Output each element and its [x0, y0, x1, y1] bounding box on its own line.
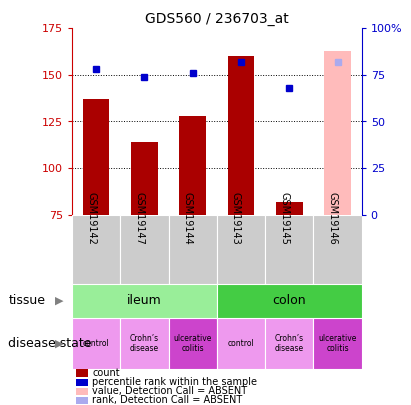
Bar	[72, 284, 217, 318]
Text: GSM19144: GSM19144	[182, 192, 193, 245]
Bar	[169, 215, 217, 284]
Bar	[179, 116, 206, 215]
Text: percentile rank within the sample: percentile rank within the sample	[92, 377, 257, 387]
Text: control: control	[83, 339, 109, 348]
Title: GDS560 / 236703_at: GDS560 / 236703_at	[145, 12, 289, 26]
Text: rank, Detection Call = ABSENT: rank, Detection Call = ABSENT	[92, 395, 243, 405]
Text: ulcerative
colitis: ulcerative colitis	[319, 334, 357, 353]
Text: GSM19143: GSM19143	[231, 192, 241, 245]
Text: ▶: ▶	[55, 338, 64, 348]
Text: GSM19147: GSM19147	[134, 192, 144, 245]
Text: tissue: tissue	[8, 294, 45, 307]
Bar	[217, 284, 362, 318]
Text: value, Detection Call = ABSENT: value, Detection Call = ABSENT	[92, 386, 247, 396]
Text: ▶: ▶	[55, 296, 64, 306]
Bar	[217, 318, 265, 369]
Bar	[314, 318, 362, 369]
Bar	[276, 202, 302, 215]
Bar	[120, 318, 169, 369]
Text: Crohn’s
disease: Crohn’s disease	[275, 334, 304, 353]
Text: GSM19146: GSM19146	[328, 192, 337, 245]
Bar	[228, 56, 254, 215]
Text: GSM19145: GSM19145	[279, 192, 289, 245]
Bar	[83, 99, 109, 215]
Text: colon: colon	[272, 294, 306, 307]
Text: ileum: ileum	[127, 294, 162, 307]
Bar	[265, 318, 314, 369]
Bar	[265, 215, 314, 284]
Bar	[72, 318, 120, 369]
Bar	[217, 215, 265, 284]
Text: control: control	[228, 339, 254, 348]
Bar	[314, 215, 362, 284]
Text: disease state: disease state	[8, 337, 92, 350]
Text: ulcerative
colitis: ulcerative colitis	[173, 334, 212, 353]
Bar	[131, 142, 158, 215]
Bar	[169, 318, 217, 369]
Text: GSM19142: GSM19142	[86, 192, 96, 245]
Bar	[72, 215, 120, 284]
Text: Crohn’s
disease: Crohn’s disease	[130, 334, 159, 353]
Bar	[120, 215, 169, 284]
Text: count: count	[92, 368, 120, 378]
Bar	[324, 51, 351, 215]
